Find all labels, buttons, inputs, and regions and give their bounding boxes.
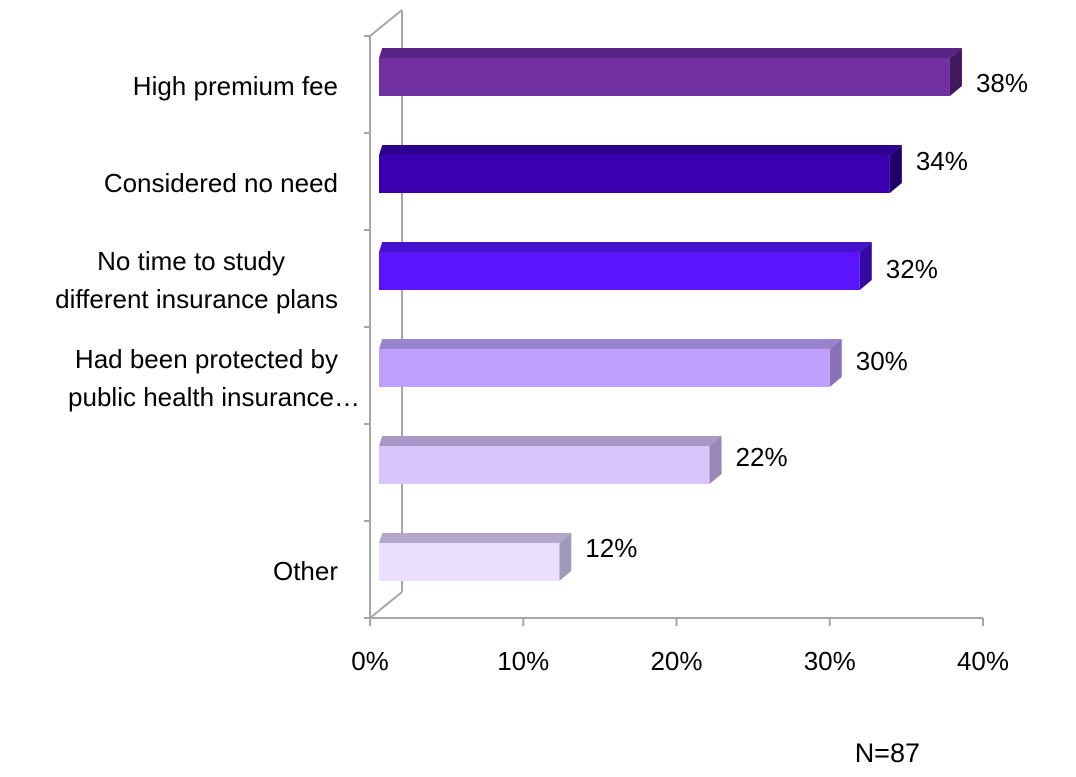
bar [379,446,710,484]
bar-top-face [379,533,572,543]
bar-top-face [379,339,842,349]
category-label: Had been protected by [75,344,338,374]
bar [379,543,560,581]
bar-top-face [379,48,962,58]
bar [379,155,890,193]
x-tick-label: 0% [351,646,389,676]
category-label: No time to study [97,246,285,276]
axis-frame-top [369,9,403,37]
bar-side-face [709,436,722,484]
bar [379,252,860,290]
data-label: 38% [976,68,1028,98]
bar-side-face [949,48,962,96]
category-label: Considered no need [104,168,338,198]
bar-side-face [829,339,842,387]
bar-side-face [559,533,572,581]
axis-floor-edge [369,591,403,619]
x-tick-label: 10% [497,646,549,676]
x-tick-label: 20% [650,646,702,676]
category-label: Other [273,556,338,586]
data-label: 32% [886,254,938,284]
bar-side-face [859,242,872,290]
sample-size-note: N=87 [855,738,920,768]
category-label: High premium fee [133,71,338,101]
data-label: 22% [736,442,788,472]
data-label: 30% [856,346,908,376]
x-tick-label: 30% [804,646,856,676]
bar-top-face [379,436,722,446]
data-label: 12% [585,533,637,563]
bar-side-face [889,145,902,193]
bar [379,58,950,96]
x-tick-label: 40% [957,646,1009,676]
bar-top-face [379,145,902,155]
bar-top-face [379,242,872,252]
bar [379,349,830,387]
category-label: different insurance plans [55,284,338,314]
data-label: 34% [916,146,968,176]
category-label: public health insurance… [68,382,360,412]
